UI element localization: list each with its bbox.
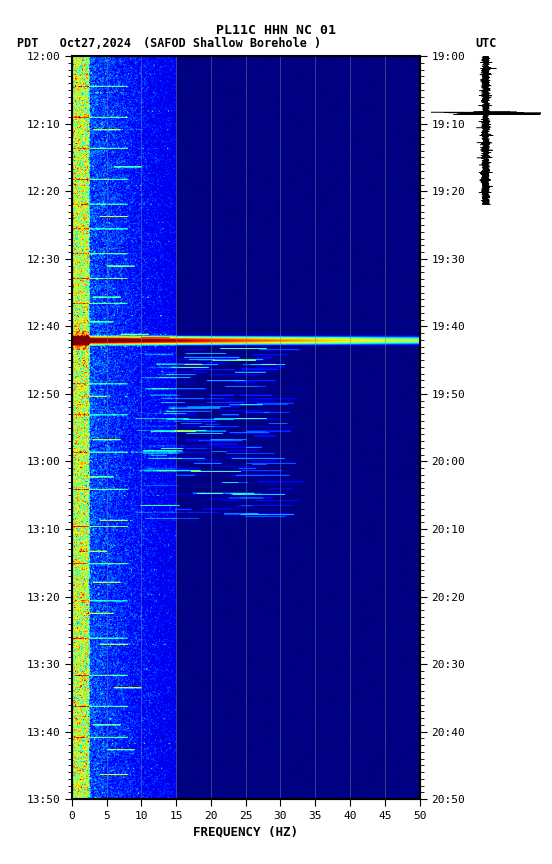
X-axis label: FREQUENCY (HZ): FREQUENCY (HZ): [193, 825, 298, 838]
Text: (SAFOD Shallow Borehole ): (SAFOD Shallow Borehole ): [143, 37, 321, 50]
Text: PDT   Oct27,2024: PDT Oct27,2024: [17, 37, 131, 50]
Text: PL11C HHN NC 01: PL11C HHN NC 01: [216, 24, 336, 37]
Text: UTC: UTC: [475, 37, 496, 50]
